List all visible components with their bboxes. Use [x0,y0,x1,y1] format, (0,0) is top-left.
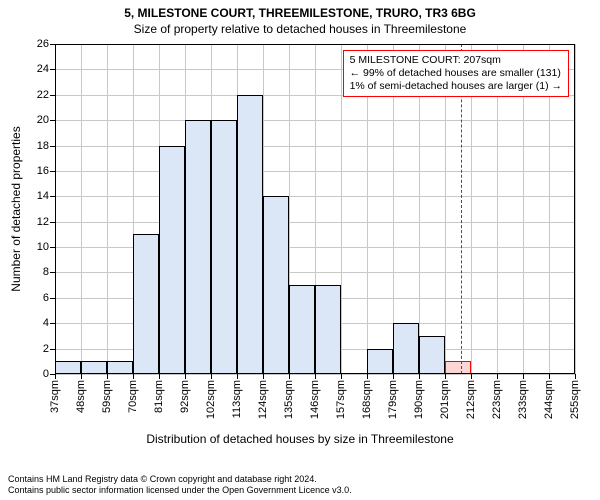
xtick-mark [133,374,134,379]
ytick-label: 24 [37,63,55,75]
x-axis-label: Distribution of detached houses by size … [0,432,600,446]
histogram-bar [211,120,237,374]
histogram-bar [159,146,185,374]
xtick-label: 244sqm [543,380,555,419]
xtick-label: 179sqm [387,380,399,419]
xtick-mark [237,374,238,379]
ytick-label: 20 [37,114,55,126]
histogram-bar [263,196,289,374]
xtick-mark [575,374,576,379]
xtick-label: 124sqm [257,380,269,419]
histogram-bar [315,285,341,374]
xtick-mark [289,374,290,379]
ytick-label: 2 [43,343,55,355]
xtick-mark [419,374,420,379]
axis-border [574,44,575,374]
annotation-line: 5 MILESTONE COURT: 207sqm [350,54,562,67]
ytick-label: 16 [37,165,55,177]
histogram-bar [419,336,445,374]
xtick-label: 201sqm [439,380,451,419]
xtick-mark [81,374,82,379]
xtick-label: 223sqm [491,380,503,419]
xtick-label: 212sqm [465,380,477,419]
histogram-bar [185,120,211,374]
ytick-label: 18 [37,140,55,152]
histogram-bar [133,234,159,374]
xtick-mark [185,374,186,379]
grid-line [107,44,108,374]
xtick-mark [367,374,368,379]
xtick-label: 70sqm [127,380,139,413]
axis-border [55,373,575,374]
grid-line [81,44,82,374]
histogram-bar [237,95,263,374]
xtick-mark [107,374,108,379]
xtick-label: 102sqm [205,380,217,419]
xtick-label: 48sqm [75,380,87,413]
xtick-label: 146sqm [309,380,321,419]
xtick-mark [445,374,446,379]
xtick-mark [263,374,264,379]
ytick-label: 26 [37,38,55,50]
xtick-mark [497,374,498,379]
ytick-label: 10 [37,241,55,253]
xtick-mark [523,374,524,379]
ytick-label: 12 [37,216,55,228]
xtick-label: 92sqm [179,380,191,413]
xtick-label: 190sqm [413,380,425,419]
xtick-mark [393,374,394,379]
annotation-box: 5 MILESTONE COURT: 207sqm← 99% of detach… [343,50,569,97]
xtick-label: 233sqm [517,380,529,419]
ytick-label: 6 [43,292,55,304]
xtick-label: 81sqm [153,380,165,413]
xtick-mark [159,374,160,379]
histogram-bar [289,285,315,374]
xtick-mark [341,374,342,379]
footer-line-2: Contains public sector information licen… [8,485,352,496]
xtick-mark [211,374,212,379]
ytick-label: 8 [43,266,55,278]
chart-title: 5, MILESTONE COURT, THREEMILESTONE, TRUR… [0,6,600,20]
ytick-label: 22 [37,89,55,101]
axis-border [55,44,575,45]
xtick-label: 135sqm [283,380,295,419]
xtick-mark [55,374,56,379]
annotation-line: ← 99% of detached houses are smaller (13… [350,67,562,80]
xtick-mark [471,374,472,379]
xtick-label: 113sqm [231,380,243,418]
plot-area: 0246810121416182022242637sqm48sqm59sqm70… [55,44,575,374]
xtick-label: 255sqm [569,380,581,419]
y-axis-label: Number of detached properties [9,126,23,291]
xtick-mark [549,374,550,379]
xtick-label: 168sqm [361,380,373,419]
footer-line-1: Contains HM Land Registry data © Crown c… [8,474,352,485]
axis-border [55,44,56,374]
ytick-label: 4 [43,317,55,329]
grid-line [575,44,576,374]
xtick-label: 157sqm [335,380,347,419]
annotation-line: 1% of semi-detached houses are larger (1… [350,80,562,93]
histogram-bar [367,349,393,374]
xtick-label: 59sqm [101,380,113,413]
chart-subtitle: Size of property relative to detached ho… [0,22,600,36]
ytick-label: 0 [43,368,55,380]
xtick-label: 37sqm [49,380,61,413]
footer-attribution: Contains HM Land Registry data © Crown c… [8,474,352,496]
ytick-label: 14 [37,190,55,202]
xtick-mark [315,374,316,379]
histogram-bar [393,323,419,374]
